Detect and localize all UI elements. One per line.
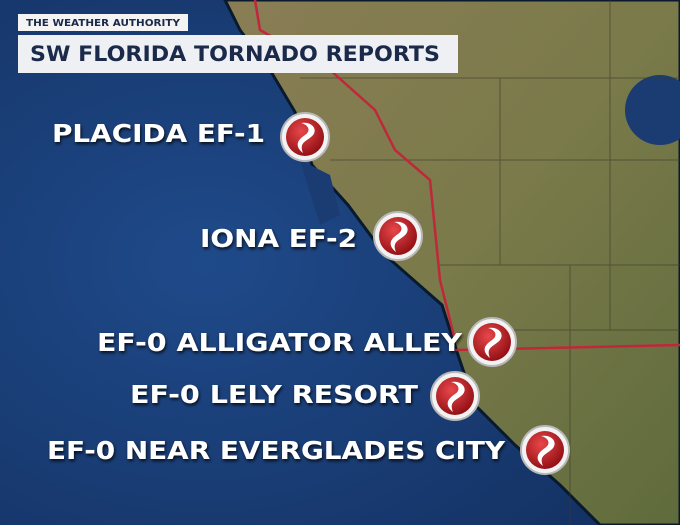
tornado-icon — [373, 211, 423, 261]
tornado-icon — [280, 112, 330, 162]
lake — [625, 75, 680, 145]
tornado-icon — [467, 317, 517, 367]
report-label: EF-0 ALLIGATOR ALLEY — [97, 328, 463, 357]
brand-box — [18, 14, 188, 31]
title-box — [18, 35, 458, 73]
report-label: PLACIDA EF-1 — [52, 119, 265, 148]
report-label: EF-0 NEAR EVERGLADES CITY — [47, 436, 506, 465]
brand: THE WEATHER AUTHORITY — [26, 18, 181, 29]
tornado-icon — [520, 425, 570, 475]
report-label: EF-0 LELY RESORT — [130, 380, 418, 409]
land — [223, 0, 680, 525]
title: SW FLORIDA TORNADO REPORTS — [30, 42, 440, 66]
report-label: IONA EF-2 — [200, 224, 357, 253]
harbor — [300, 160, 340, 225]
tornado-icon — [430, 371, 480, 421]
